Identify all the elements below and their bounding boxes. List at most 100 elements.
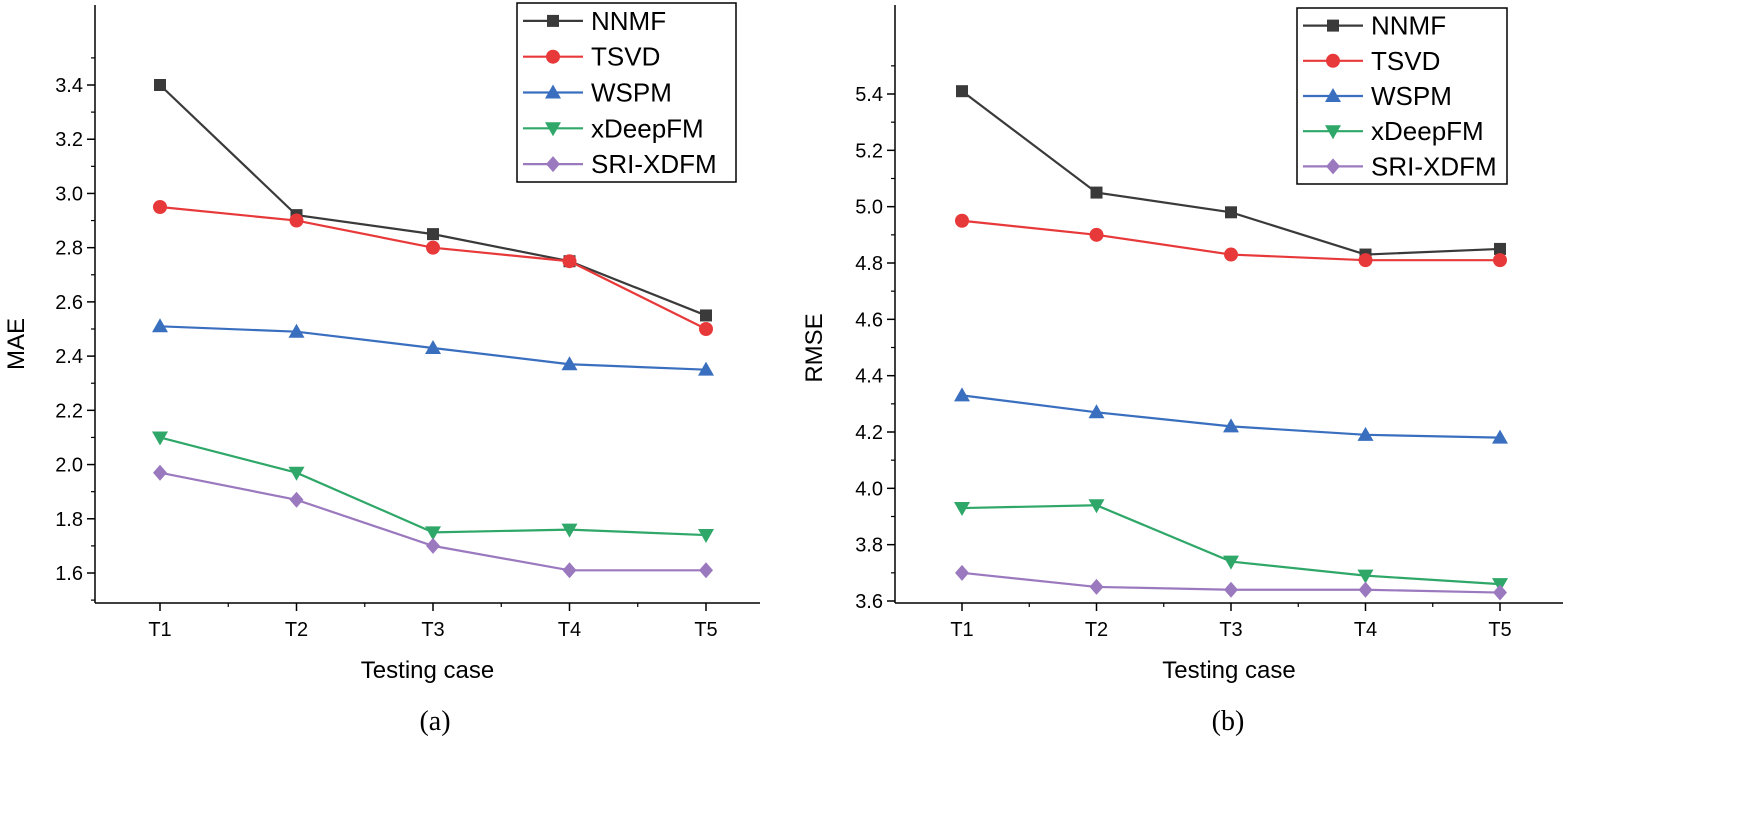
data-point [1357,426,1374,441]
data-point [1493,253,1507,268]
x-tick-label: T5 [1488,619,1511,641]
legend-marker [546,49,560,64]
x-tick-label: T4 [558,619,581,641]
y-tick-label: 1.6 [55,563,83,585]
data-point [955,564,969,581]
x-tick-label: T2 [1085,619,1108,641]
y-tick-label: 5.2 [855,140,883,162]
y-tick-label: 3.6 [855,591,883,613]
x-tick-label: T3 [1219,619,1242,641]
legend-label: NNMF [1371,11,1446,41]
series-tsvd [955,213,1507,268]
data-point [1088,404,1105,419]
legend-marker [1326,158,1340,175]
data-point [1089,578,1104,595]
data-point [699,562,713,579]
data-point [955,213,969,228]
y-tick-label: 4.4 [855,366,883,388]
y-tick-label: 3.2 [55,129,83,151]
legend-label: TSVD [591,42,660,72]
x-axis-title: Testing case [361,657,494,684]
data-point [426,537,440,554]
y-tick-label: 2.6 [55,292,83,314]
x-axis-title: Testing case [1162,657,1295,684]
data-point [1493,584,1507,601]
data-point [427,228,439,241]
data-point [562,562,577,579]
data-point [698,361,714,376]
legend-marker [547,14,559,27]
data-point [1089,227,1104,242]
legend-marker [1325,125,1341,140]
data-point [1358,253,1373,268]
y-tick-label: 4.0 [855,478,883,500]
x-tick-label: T4 [1354,619,1377,641]
x-tick-label: T3 [421,619,444,641]
series-line [961,504,1501,586]
series-sri-xdfm [955,564,1507,601]
y-tick-label: 4.8 [855,253,883,275]
data-point [561,356,578,371]
y-tick-label: 2.2 [55,400,83,422]
data-point [1492,429,1508,444]
series-line [159,471,706,572]
legend-marker [546,156,560,173]
data-point [1223,418,1239,433]
legend-marker [1326,53,1340,68]
data-point [562,254,577,269]
series-tsvd [153,200,713,336]
data-point [425,526,441,541]
panel-caption: (b) [1212,706,1245,737]
legend-label: WSPM [591,78,672,108]
data-point [954,502,970,517]
y-tick-label: 3.4 [55,75,83,97]
legend: NNMF TSVD WSPM xDeepFM SRI-XDFM [516,2,737,183]
data-point [698,529,714,544]
data-point [954,387,970,402]
data-point [1224,581,1238,598]
series-line [159,436,707,537]
data-point [1224,247,1238,262]
legend-marker [545,122,561,137]
data-point [1223,555,1239,570]
data-point [561,523,578,538]
y-tick-label: 2.0 [55,455,83,477]
data-point [700,309,712,322]
data-point [288,323,305,338]
y-tick-label: 3.8 [855,535,883,557]
y-tick-label: 1.8 [55,509,83,531]
y-axis-title: MAE [3,318,30,370]
series-xdeepfm [954,499,1508,593]
data-point [699,322,713,336]
legend: NNMF TSVD WSPM xDeepFM SRI-XDFM [1296,7,1508,185]
series-wspm [152,318,714,376]
series-xdeepfm [152,431,714,544]
data-point [1357,569,1374,584]
legend-marker [1325,88,1341,102]
legend-label: SRI-XDFM [1371,151,1497,181]
chart-panel-a: 1.6 1.8 2.0 2.2 2.4 2.6 2.8 3.0 3.2 3.4 T1 T2 T3 T4 T5… [3,2,760,737]
y-tick-label: 3.0 [55,183,83,205]
chart-panel-b: 3.6 3.8 4.0 4.2 4.4 4.6 4.8 5.0 5.2 5.4 T1 T2 T3 T4 T5… [801,5,1563,737]
data-point [289,491,304,508]
legend-label: SRI-XDFM [591,149,717,179]
y-tick-label: 4.6 [855,309,883,331]
x-tick-label: T1 [950,619,973,641]
legend-marker [1327,19,1339,32]
data-point [154,79,166,91]
data-point [1225,206,1237,219]
data-point [1088,499,1105,514]
legend-marker [545,84,561,99]
data-point [152,431,168,446]
data-point [425,339,441,354]
panel-caption: (a) [419,706,450,737]
y-tick-label: 5.0 [855,197,883,219]
legend-label: xDeepFM [1371,116,1484,146]
data-point [1494,242,1506,255]
y-tick-label: 2.8 [55,238,83,260]
y-tick-label: 5.4 [855,84,883,106]
data-point [426,240,440,255]
x-tick-label: T5 [694,619,717,641]
y-axis-title: RMSE [801,313,828,382]
